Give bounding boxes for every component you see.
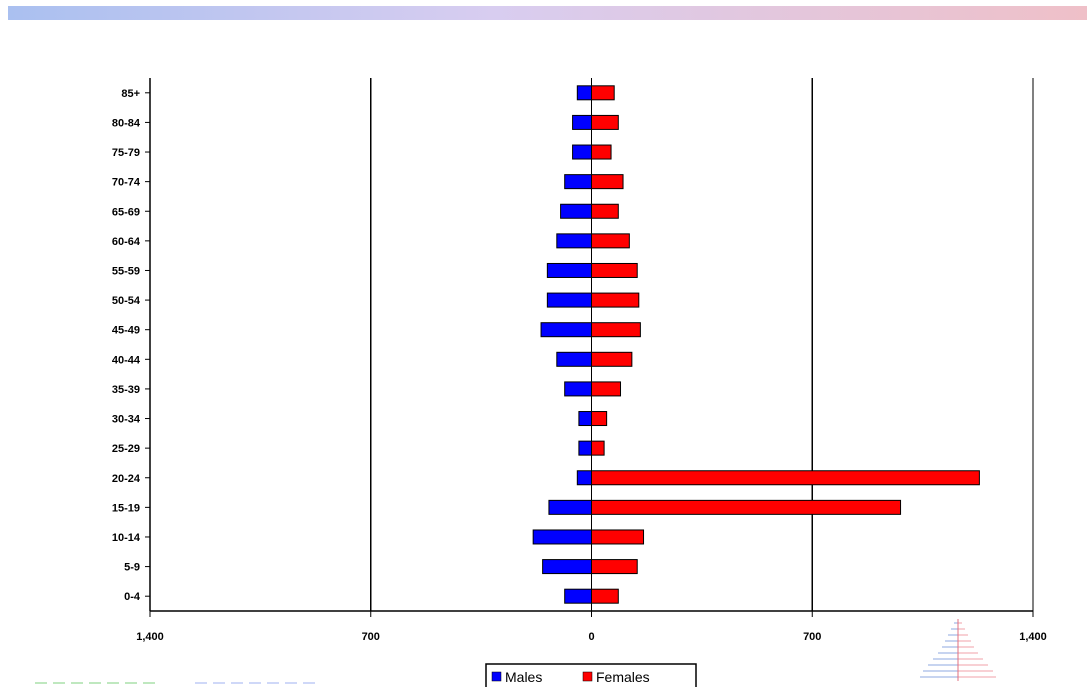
y-tick-label: 55-59 [112, 265, 140, 277]
bar-males-75-79 [572, 144, 592, 160]
bar-males-25-29 [578, 440, 593, 456]
bar-females-55-59 [591, 262, 638, 278]
y-tick-label: 70-74 [112, 177, 141, 189]
x-tick-label: 700 [803, 631, 821, 643]
y-tick-label: 75-79 [112, 147, 140, 159]
y-tick-label: 60-64 [112, 236, 141, 248]
bar-males-50-54 [546, 292, 592, 308]
legend-swatch-females [582, 671, 593, 682]
y-tick-label: 5-9 [124, 562, 140, 574]
bar-males-0-4 [564, 588, 592, 604]
bar-males-35-39 [564, 381, 592, 397]
y-tick-label: 50-54 [112, 295, 141, 307]
y-tick-label: 45-49 [112, 325, 140, 337]
bar-females-40-44 [591, 351, 633, 367]
bar-females-85+ [591, 85, 615, 101]
bar-females-60-64 [591, 233, 630, 249]
bar-females-75-79 [591, 144, 612, 160]
legend-label-females: Females [596, 669, 650, 685]
y-tick-label: 15-19 [112, 502, 140, 514]
bar-females-10-14 [591, 529, 645, 545]
x-tick-label: 0 [588, 631, 594, 643]
bar-females-5-9 [591, 559, 638, 575]
y-tick-label: 35-39 [112, 384, 140, 396]
header-gradient-bar [8, 6, 1087, 20]
bar-males-15-19 [548, 499, 592, 515]
bar-females-0-4 [591, 588, 619, 604]
bar-males-60-64 [556, 233, 593, 249]
legend-swatch-males [491, 671, 502, 682]
bar-females-35-39 [591, 381, 622, 397]
bar-males-65-69 [560, 203, 592, 219]
bar-males-85+ [576, 85, 592, 101]
bar-females-25-29 [591, 440, 605, 456]
y-tick-label: 85+ [121, 88, 140, 100]
bar-males-80-84 [572, 114, 592, 130]
x-tick-label: 1,400 [1019, 631, 1047, 643]
x-tick-label: 1,400 [136, 631, 164, 643]
y-tick-label: 30-34 [112, 414, 141, 426]
x-tick-label: 700 [362, 631, 380, 643]
y-tick-label: 80-84 [112, 117, 141, 129]
bar-females-80-84 [591, 114, 619, 130]
y-tick-label: 65-69 [112, 206, 140, 218]
bar-males-55-59 [546, 262, 592, 278]
bar-males-20-24 [576, 470, 592, 486]
bar-females-30-34 [591, 411, 608, 427]
pyramid-thumbnail-icon [920, 619, 996, 681]
bar-females-70-74 [591, 174, 624, 190]
bar-females-65-69 [591, 203, 619, 219]
bar-females-45-49 [591, 322, 641, 338]
legend-label-males: Males [505, 669, 542, 685]
bar-females-50-54 [591, 292, 640, 308]
y-tick-label: 0-4 [124, 591, 141, 603]
bar-females-20-24 [591, 470, 980, 486]
bar-males-70-74 [564, 174, 592, 190]
bar-males-5-9 [542, 559, 592, 575]
y-tick-label: 10-14 [112, 532, 141, 544]
legend: Males Females [485, 663, 697, 687]
bar-males-45-49 [540, 322, 592, 338]
bar-males-10-14 [532, 529, 593, 545]
bar-females-15-19 [591, 499, 902, 515]
bar-males-40-44 [556, 351, 593, 367]
bar-males-30-34 [578, 411, 593, 427]
y-tick-label: 40-44 [112, 354, 141, 366]
y-tick-label: 20-24 [112, 473, 141, 485]
y-tick-label: 25-29 [112, 443, 140, 455]
